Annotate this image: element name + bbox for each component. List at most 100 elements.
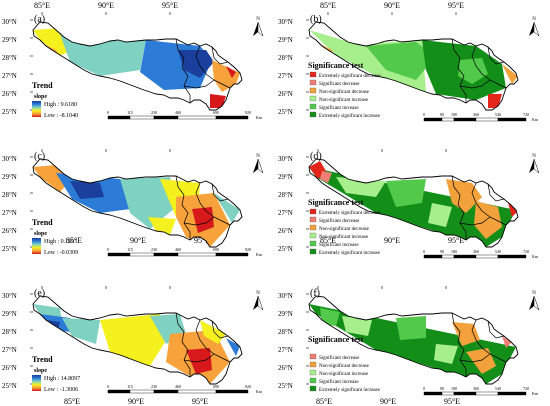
lat-tick-label: 28°N xyxy=(2,191,17,199)
lat-tick-label: 30°N xyxy=(278,18,293,26)
raster-region xyxy=(474,201,502,239)
panel-label: (d) xyxy=(310,151,322,162)
legend-swatch xyxy=(309,87,317,94)
raster-region xyxy=(60,34,146,76)
legend-title: Significance test xyxy=(308,198,364,207)
scale-tick: 920 xyxy=(245,247,251,252)
lon-tick-label: 95°E xyxy=(194,236,210,245)
sub-basin-boundary xyxy=(451,312,467,377)
map-frame xyxy=(306,12,457,111)
sub-basin-boundary xyxy=(459,353,491,363)
map-frame xyxy=(30,286,171,385)
map-frame xyxy=(306,149,447,248)
sub-basin-boundary xyxy=(451,38,467,103)
legend-item: Significant decrease xyxy=(319,219,360,224)
scale-tick: 0 xyxy=(423,386,425,391)
sub-basin-boundary xyxy=(471,45,507,89)
sub-basin-boundary xyxy=(471,182,507,226)
map-svg-d: 85°E 90°E 95°E 30°N 29°N 28°N 27°N 26°N 25°N (d) N… xyxy=(278,149,540,259)
scale-tick: 360 xyxy=(473,249,479,254)
raster-region xyxy=(178,50,214,78)
legend-item: Significant increase xyxy=(319,243,359,248)
lat-tick-label: 27°N xyxy=(278,346,293,354)
legend-swatch xyxy=(309,208,317,215)
legend-swatch xyxy=(309,353,317,360)
legend-title: Significance test xyxy=(308,335,364,344)
raster-region xyxy=(210,94,226,108)
scale-tick: 540 xyxy=(495,386,501,391)
raster-region xyxy=(366,42,436,80)
map-panel-c: 85°E 90°E 95°E 30°N 29°N 28°N 27°N 26°N 25°N (c) N… xyxy=(0,137,270,269)
legend-item: Non-significant decrease xyxy=(319,227,370,232)
lat-tick-label: 25°N xyxy=(2,108,17,116)
scale-tick: 90 xyxy=(440,249,444,254)
scale-unit: Km xyxy=(256,115,263,120)
map-frame xyxy=(30,149,171,248)
lat-tick-label: 26°N xyxy=(278,227,293,235)
lat-tick-label: 29°N xyxy=(278,310,293,318)
raster-region xyxy=(186,348,212,374)
legend-high: High : 9.6180 xyxy=(44,102,77,108)
legend-item: Significant decrease xyxy=(319,356,360,361)
basin-outline xyxy=(32,21,243,111)
lat-tick-label: 27°N xyxy=(2,209,17,217)
lat-tick-label: 25°N xyxy=(278,382,293,390)
lon-tick-label: 85°E xyxy=(64,397,80,406)
legend-color-ramp xyxy=(32,101,41,117)
scale-tick: 460 xyxy=(175,110,181,115)
scale-tick: 0 xyxy=(423,112,425,117)
sub-basin-boundary xyxy=(183,353,215,363)
lat-tick-label: 26°N xyxy=(278,90,293,98)
scale-tick: 115 xyxy=(127,384,133,389)
panel-label: (c) xyxy=(34,151,45,162)
lat-tick-label: 28°N xyxy=(278,54,293,62)
panel-label: (f) xyxy=(310,288,320,299)
raster-region xyxy=(446,179,482,213)
lat-tick-label: 30°N xyxy=(278,155,293,163)
map-svg-f: 85°E 90°E 95°E 30°N 29°N 28°N 27°N 26°N 25°N (f) N… xyxy=(278,286,540,406)
raster-region xyxy=(428,203,452,227)
raster-region xyxy=(458,58,488,84)
scale-bar xyxy=(107,252,249,257)
raster-region xyxy=(502,64,518,84)
sub-basin-boundary xyxy=(211,320,229,339)
raster-region xyxy=(214,193,240,223)
legend-swatch xyxy=(309,232,317,239)
scale-tick: 720 xyxy=(523,112,529,117)
scale-bar xyxy=(107,389,249,394)
basin-outline xyxy=(32,295,243,385)
scale-tick: 180 xyxy=(451,386,457,391)
legend-subtitle: slope xyxy=(34,368,47,374)
legend-item: Significant decrease xyxy=(319,82,360,87)
raster-region xyxy=(466,348,496,374)
lon-tick-label: 90°E xyxy=(130,236,146,245)
sub-basin-boundary xyxy=(175,312,191,377)
basin-outline xyxy=(308,21,519,111)
sub-basin-boundary xyxy=(459,216,491,226)
legend-item: Extremely significant decrease xyxy=(319,211,381,216)
north-arrow-icon: N xyxy=(253,17,264,37)
lat-tick-label: 29°N xyxy=(2,173,17,181)
legend-swatch xyxy=(309,79,317,86)
raster-region xyxy=(192,207,214,233)
raster-region xyxy=(70,181,104,199)
lat-tick-label: 26°N xyxy=(2,90,17,98)
legend-subtitle: slope xyxy=(34,94,47,100)
lat-tick-label: 28°N xyxy=(2,328,17,336)
scale-tick: 690 xyxy=(213,384,219,389)
raster-region xyxy=(120,177,176,229)
raster-region xyxy=(320,171,332,183)
legend-swatch xyxy=(309,361,317,368)
lat-tick-label: 26°N xyxy=(2,227,17,235)
north-arrow-icon: N xyxy=(529,291,540,311)
legend-color-ramp xyxy=(32,238,41,254)
sub-basin-boundary xyxy=(211,46,229,65)
sub-basin-boundary xyxy=(487,183,505,202)
sub-basin-boundary xyxy=(195,319,231,363)
legend-title: Trend xyxy=(32,218,53,227)
legend-high: High : 14.8097 xyxy=(44,376,80,382)
raster-region xyxy=(396,316,426,340)
legend-item: Non-significant increase xyxy=(319,98,369,103)
sub-basin-boundary xyxy=(487,46,505,65)
map-frame xyxy=(306,286,447,385)
